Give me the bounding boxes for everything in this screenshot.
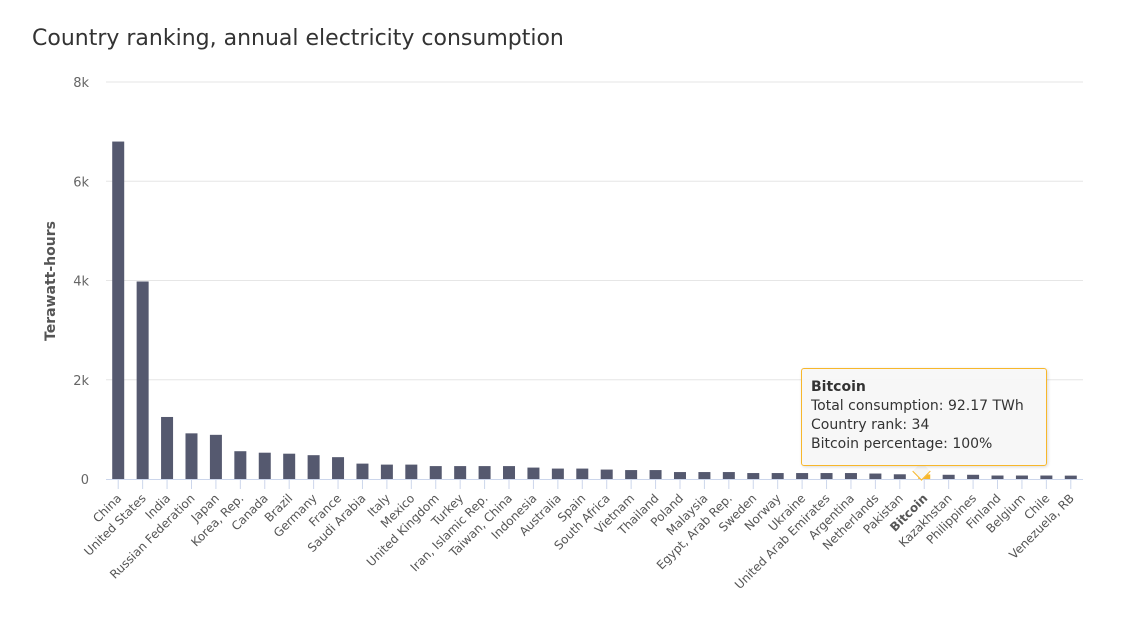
y-tick-label: 2k <box>73 374 89 389</box>
bar-spain[interactable] <box>576 468 589 479</box>
bar-brazil[interactable] <box>283 453 296 479</box>
bar-venezuela-rb[interactable] <box>1064 475 1077 479</box>
bar-saudi-arabia[interactable] <box>356 463 369 479</box>
bar-korea-rep-[interactable] <box>234 451 247 479</box>
bar-chile[interactable] <box>1040 475 1053 479</box>
bar-united-kingdom[interactable] <box>429 466 442 479</box>
y-tick-label: 4k <box>73 275 89 290</box>
y-tick-label: 8k <box>73 76 89 91</box>
bar-south-africa[interactable] <box>600 469 613 479</box>
bar-norway[interactable] <box>771 473 784 479</box>
bar-netherlands[interactable] <box>869 473 882 479</box>
bar-turkey[interactable] <box>454 466 467 479</box>
bar-mexico[interactable] <box>405 464 418 479</box>
bar-united-arab-emirates[interactable] <box>820 473 833 479</box>
bar-australia[interactable] <box>551 468 564 479</box>
bar-indonesia[interactable] <box>527 467 540 479</box>
chart-title: Country ranking, annual electricity cons… <box>32 26 564 51</box>
bar-ukraine[interactable] <box>796 473 809 479</box>
bar-argentina[interactable] <box>844 473 857 479</box>
bar-poland[interactable] <box>673 472 686 479</box>
bar-japan[interactable] <box>209 434 222 479</box>
bar-belgium[interactable] <box>1015 475 1028 479</box>
bar-russian-federation[interactable] <box>185 433 198 479</box>
bar-vietnam[interactable] <box>625 470 638 479</box>
bar-malaysia[interactable] <box>698 472 711 479</box>
tooltip: Bitcoin Total consumption: 92.17 TWh Cou… <box>801 368 1047 466</box>
y-axis-title: Terawatt-hours <box>43 221 59 341</box>
tooltip-percentage: Bitcoin percentage: 100% <box>811 436 993 452</box>
bar-sweden[interactable] <box>747 473 760 479</box>
tooltip-rank: Country rank: 34 <box>811 417 930 433</box>
y-tick-label: 6k <box>73 175 89 190</box>
bar-iran-islamic-rep-[interactable] <box>478 466 491 479</box>
bar-egypt-arab-rep-[interactable] <box>722 472 735 479</box>
bar-france[interactable] <box>332 457 345 479</box>
bar-india[interactable] <box>161 416 174 479</box>
bar-philippines[interactable] <box>967 474 980 479</box>
bar-canada[interactable] <box>258 452 271 479</box>
bar-taiwan-china[interactable] <box>503 466 516 479</box>
tooltip-consumption: Total consumption: 92.17 TWh <box>811 398 1024 414</box>
bar-thailand[interactable] <box>649 470 662 479</box>
bar-united-states[interactable] <box>136 281 149 479</box>
bar-kazakhstan[interactable] <box>942 474 955 479</box>
bar-finland[interactable] <box>991 475 1004 479</box>
tooltip-title: Bitcoin <box>811 379 866 395</box>
bar-pakistan[interactable] <box>893 474 906 479</box>
bar-italy[interactable] <box>380 464 393 479</box>
y-tick-label: 0 <box>81 473 89 488</box>
bar-china[interactable] <box>112 141 125 480</box>
bar-germany[interactable] <box>307 455 320 479</box>
